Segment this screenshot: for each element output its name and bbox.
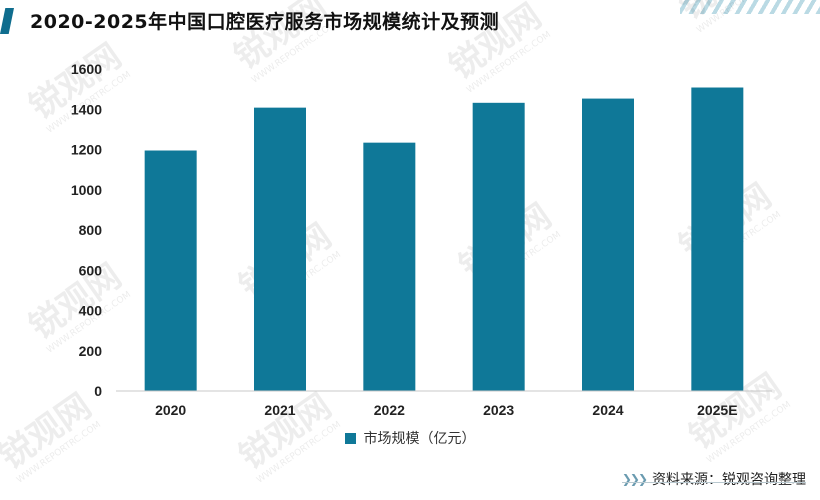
x-tick-label: 2025E xyxy=(697,402,737,418)
bar-2024 xyxy=(582,98,634,392)
corner-stripe-decoration xyxy=(680,0,820,14)
bar-2022 xyxy=(363,142,416,391)
x-tick-label: 2024 xyxy=(592,402,623,418)
y-tick-label: 1000 xyxy=(71,182,102,198)
y-tick-label: 1600 xyxy=(71,61,102,77)
y-tick-label: 200 xyxy=(79,343,103,359)
page-title: 2020-2025年中国口腔医疗服务市场规模统计及预测 xyxy=(30,11,500,33)
chart-legend: 市场规模（亿元） xyxy=(0,428,820,448)
bar-series xyxy=(144,87,744,392)
header: 2020-2025年中国口腔医疗服务市场规模统计及预测 xyxy=(0,0,820,44)
y-tick-label: 1200 xyxy=(71,142,102,158)
x-axis-tick-labels: 2020 2021 2022 2023 2024 2025E xyxy=(155,402,737,418)
source-divider xyxy=(621,482,806,483)
source-text: 资料来源：锐观咨询整理 xyxy=(652,472,806,488)
x-tick-label: 2021 xyxy=(264,402,295,418)
chevrons-icon: ❯❯❯ xyxy=(621,472,648,486)
y-tick-label: 800 xyxy=(79,222,103,238)
bar-2020 xyxy=(144,150,197,391)
legend-swatch xyxy=(344,432,356,444)
x-tick-label: 2020 xyxy=(155,402,186,418)
bar-2021 xyxy=(254,107,306,391)
legend-label: 市场规模（亿元） xyxy=(363,431,476,447)
y-tick-label: 1400 xyxy=(71,101,102,117)
source-note: ❯❯❯ 资料来源：锐观咨询整理 xyxy=(621,469,806,489)
y-tick-label: 0 xyxy=(94,383,102,399)
y-tick-label: 600 xyxy=(79,262,103,278)
x-tick-label: 2023 xyxy=(483,402,514,418)
x-tick-label: 2022 xyxy=(374,402,405,418)
bar-2023 xyxy=(472,102,525,391)
bar-2025E xyxy=(691,87,744,391)
y-axis-tick-labels: 0 200 400 600 800 1000 1200 1400 1600 xyxy=(71,61,102,399)
y-tick-label: 400 xyxy=(79,303,103,319)
